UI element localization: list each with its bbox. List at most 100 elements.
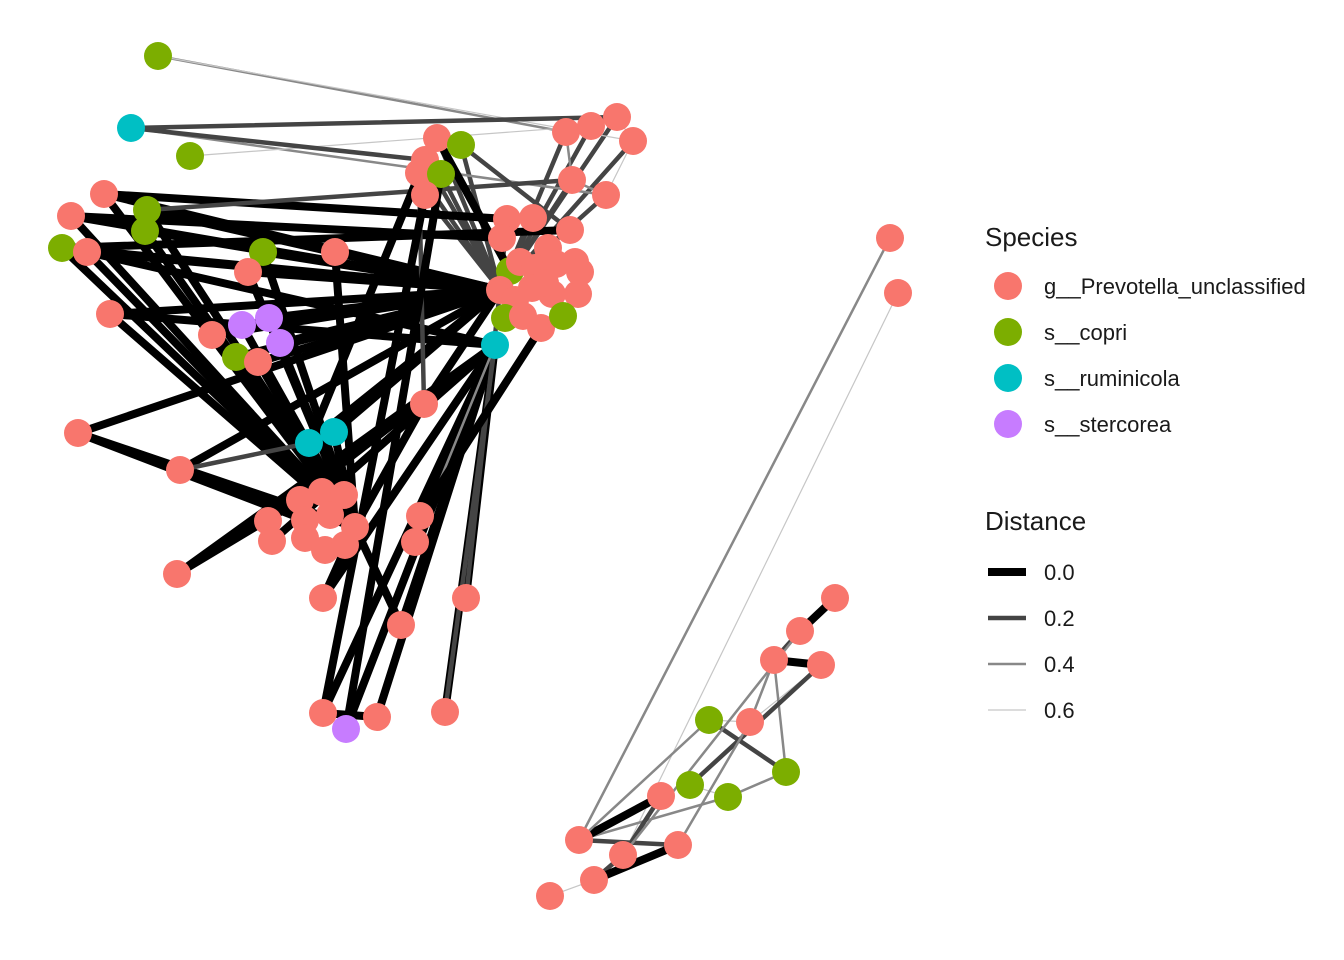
species-legend: Species g__Prevotella_unclassified s__co… — [985, 222, 1306, 438]
network-nodes — [48, 42, 912, 910]
network-edge — [342, 170, 445, 733]
network-node — [401, 528, 429, 556]
network-node — [387, 611, 415, 639]
network-edge — [100, 190, 511, 223]
distance-legend-title: Distance — [985, 506, 1086, 536]
network-node — [133, 196, 161, 224]
network-node — [609, 841, 637, 869]
network-node — [308, 478, 336, 506]
network-node — [316, 501, 344, 529]
network-node — [786, 617, 814, 645]
network-node — [431, 698, 459, 726]
network-node — [447, 131, 475, 159]
network-edge — [331, 248, 504, 294]
network-node — [198, 321, 226, 349]
network-node — [410, 390, 438, 418]
network-edges — [58, 54, 899, 897]
network-node — [565, 826, 593, 854]
network-node — [736, 708, 764, 736]
distance-legend: Distance 0.0 0.2 0.4 0.6 — [985, 506, 1086, 723]
network-edge — [128, 114, 620, 131]
legend-label-ruminicola: s__ruminicola — [1044, 366, 1180, 391]
network-node — [222, 343, 250, 371]
network-node — [556, 216, 584, 244]
network-node — [619, 127, 647, 155]
network-node — [647, 782, 675, 810]
legend-label-distance-0-6: 0.6 — [1044, 698, 1075, 723]
network-edge — [676, 720, 752, 847]
network-edge — [577, 718, 711, 842]
network-edge — [330, 286, 504, 436]
network-edge — [176, 286, 504, 474]
network-node — [266, 329, 294, 357]
network-node — [552, 118, 580, 146]
network-edge — [577, 236, 892, 842]
network-node — [519, 204, 547, 232]
network-node — [452, 584, 480, 612]
legend-label-distance-0-4: 0.4 — [1044, 652, 1075, 677]
network-node — [676, 771, 704, 799]
legend-swatch-prevotella-unclassified — [994, 272, 1022, 300]
network-node — [163, 560, 191, 588]
legend-label-distance-0-0: 0.0 — [1044, 560, 1075, 585]
network-edge — [416, 324, 545, 520]
network-node — [332, 715, 360, 743]
network-node — [577, 112, 605, 140]
network-node — [258, 527, 286, 555]
network-node — [411, 181, 439, 209]
network-edge — [173, 496, 304, 578]
network-node — [536, 882, 564, 910]
network-node — [481, 331, 509, 359]
network-edge — [458, 142, 573, 233]
network-node — [295, 429, 323, 457]
network-node — [73, 238, 101, 266]
network-node — [427, 160, 455, 188]
network-node — [363, 703, 391, 731]
network-node — [176, 142, 204, 170]
network-edge — [128, 125, 428, 163]
network-node — [244, 348, 272, 376]
network-node — [592, 181, 620, 209]
network-node — [580, 866, 608, 894]
network-node — [549, 302, 577, 330]
network-edge — [590, 841, 682, 884]
network-node — [166, 456, 194, 484]
network-edge — [265, 286, 504, 322]
network-node — [821, 584, 849, 612]
network-node — [406, 502, 434, 530]
network-edge — [772, 658, 788, 774]
network-node — [603, 103, 631, 131]
network-node — [321, 238, 349, 266]
legend-label-prevotella-unclassified: g__Prevotella_unclassified — [1044, 274, 1306, 299]
network-node — [760, 646, 788, 674]
network-edge — [189, 125, 592, 157]
network-edge — [173, 341, 499, 578]
network-node — [117, 114, 145, 142]
network-edge — [622, 292, 899, 856]
network-edge — [177, 440, 312, 473]
network-node — [96, 300, 124, 328]
network-node — [255, 304, 283, 332]
legend-label-copri: s__copri — [1044, 320, 1127, 345]
network-node — [64, 419, 92, 447]
network-edge — [144, 177, 575, 213]
network-node — [320, 418, 348, 446]
network-edge — [351, 523, 405, 629]
network-node — [531, 269, 559, 297]
network-node — [884, 279, 912, 307]
network-node — [876, 224, 904, 252]
network-edge — [106, 310, 499, 349]
network-node — [772, 758, 800, 786]
network-node — [664, 831, 692, 859]
legend-label-stercorea: s__stercorea — [1044, 412, 1172, 437]
network-node — [331, 531, 359, 559]
network-node — [90, 180, 118, 208]
network-node — [527, 314, 555, 342]
network-node — [309, 699, 337, 727]
network-node — [714, 783, 742, 811]
network-edge — [305, 156, 429, 447]
network-node — [566, 258, 594, 286]
network-node — [405, 159, 433, 187]
network-node — [488, 224, 516, 252]
network-node — [228, 311, 256, 339]
